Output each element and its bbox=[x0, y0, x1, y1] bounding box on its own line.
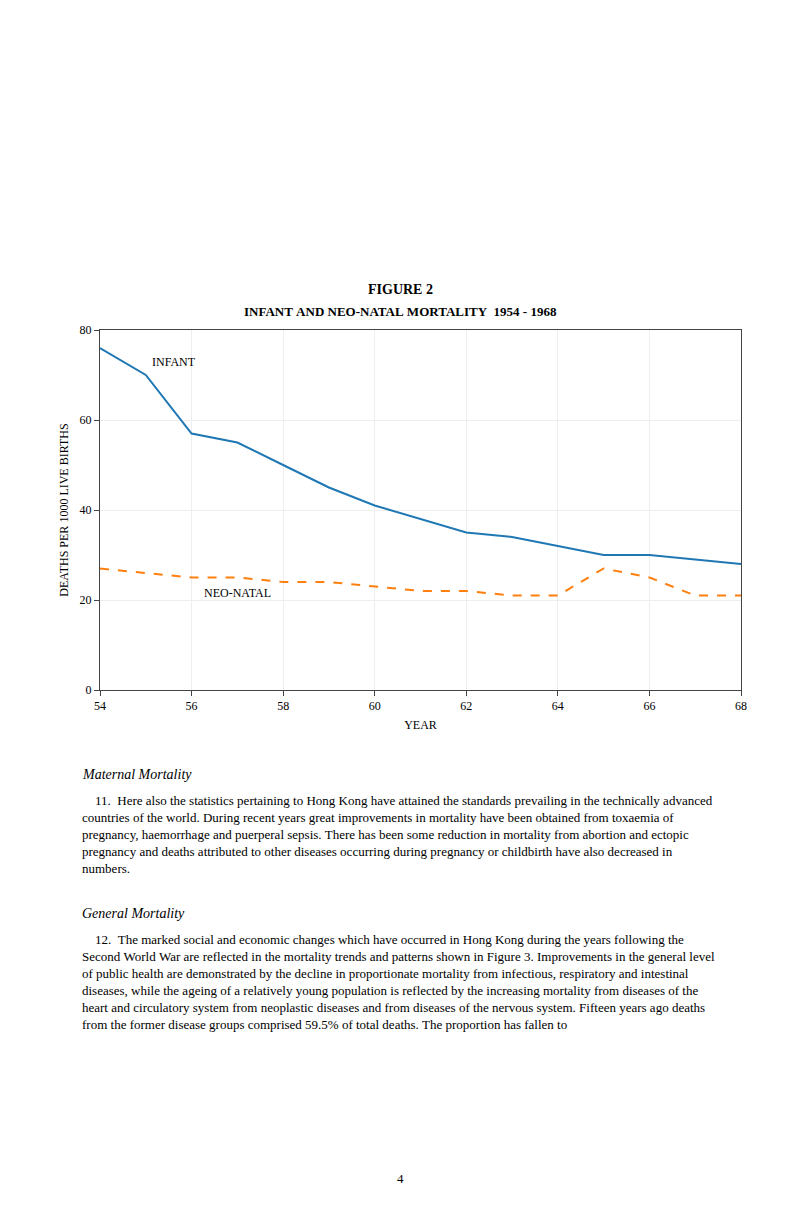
svg-text:INFANT AND NEO-NATAL MORTALITY: INFANT AND NEO-NATAL MORTALITY 1954 - 19… bbox=[244, 304, 557, 319]
svg-text:General Mortality: General Mortality bbox=[82, 906, 185, 921]
svg-text:12. The marked social and eco: 12. The marked social and economic chang… bbox=[82, 932, 715, 1032]
svg-text:0: 0 bbox=[86, 683, 92, 697]
svg-text:11. Here also the statistics: 11. Here also the statistics pertaining … bbox=[82, 793, 713, 876]
svg-text:20: 20 bbox=[80, 593, 92, 607]
svg-text:80: 80 bbox=[80, 323, 92, 337]
svg-text:DEATHS PER 1000 LIVE BIRTHS: DEATHS PER 1000 LIVE BIRTHS bbox=[57, 423, 71, 596]
svg-text:56: 56 bbox=[186, 699, 198, 713]
svg-text:66: 66 bbox=[643, 699, 655, 713]
svg-text:54: 54 bbox=[94, 699, 106, 713]
svg-text:58: 58 bbox=[277, 699, 289, 713]
svg-text:Maternal Mortality: Maternal Mortality bbox=[82, 767, 192, 782]
svg-text:60: 60 bbox=[80, 413, 92, 427]
svg-text:62: 62 bbox=[460, 699, 472, 713]
svg-text:40: 40 bbox=[80, 503, 92, 517]
svg-text:FIGURE 2: FIGURE 2 bbox=[368, 282, 433, 297]
svg-text:NEO-NATAL: NEO-NATAL bbox=[204, 586, 271, 600]
svg-text:YEAR: YEAR bbox=[404, 718, 437, 732]
svg-text:60: 60 bbox=[369, 699, 381, 713]
svg-text:INFANT: INFANT bbox=[152, 355, 196, 369]
svg-text:4: 4 bbox=[397, 1171, 404, 1186]
svg-text:64: 64 bbox=[552, 699, 564, 713]
svg-text:68: 68 bbox=[735, 699, 747, 713]
